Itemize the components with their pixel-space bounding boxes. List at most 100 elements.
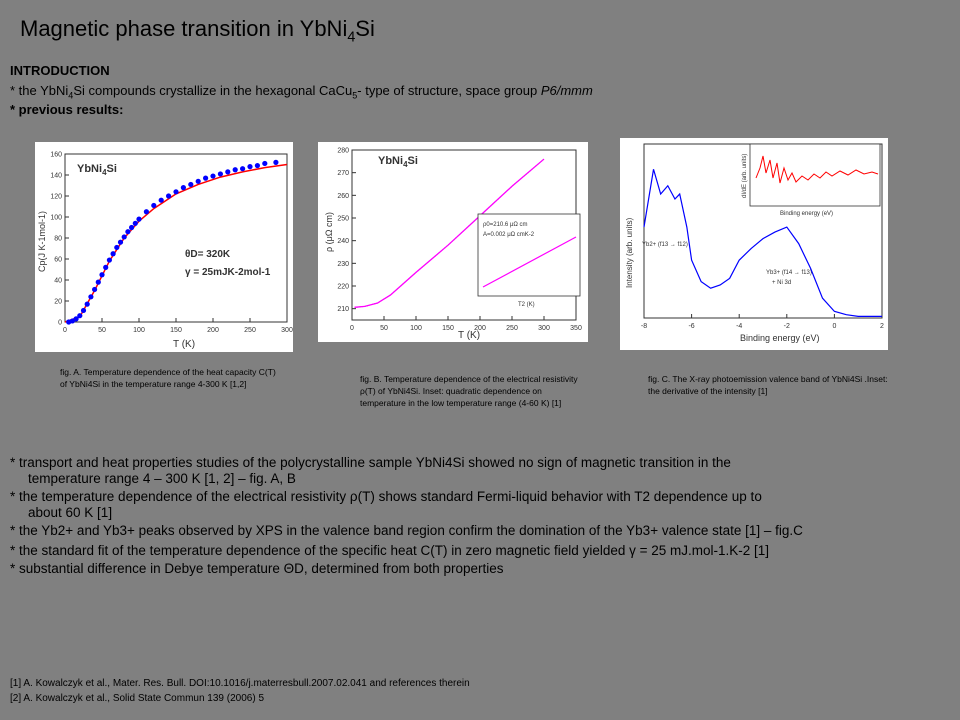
figure-a-point bbox=[132, 220, 138, 226]
figure-a-point bbox=[180, 185, 186, 191]
figure-a-ylabel: Cp(J K-1mol-1) bbox=[37, 211, 47, 272]
figure-a-point bbox=[173, 189, 179, 195]
figure-a-point bbox=[166, 193, 172, 199]
figure-b-ytick-label: 270 bbox=[337, 170, 349, 177]
figure-b-ytick-label: 240 bbox=[337, 238, 349, 245]
figure-c-xtick-label: 2 bbox=[880, 323, 884, 330]
figure-b-chart: YbNi4Si T (K) ρ (μΩ cm) 0 50 100 150 200 250 3… bbox=[324, 148, 582, 342]
figure-b-xtick-label: 300 bbox=[538, 325, 550, 332]
reference-2: [2] A. Kowalczyk et al., Solid State Com… bbox=[10, 693, 265, 704]
intro-heading: INTRODUCTION bbox=[10, 63, 110, 78]
figure-b-inset-xlabel: T2 (K) bbox=[518, 302, 535, 308]
figure-a-point bbox=[136, 216, 142, 222]
figure-b-ytick-label: 220 bbox=[337, 284, 349, 291]
figure-a-point bbox=[210, 173, 216, 179]
bullet-specific-heat: * the standard fit of the temperature de… bbox=[10, 543, 770, 558]
figure-a-point bbox=[262, 160, 268, 167]
intro-line-previous: * previous results: bbox=[10, 102, 124, 117]
figure-a-point bbox=[117, 239, 124, 245]
figure-c-xtick-label: -2 bbox=[784, 323, 790, 330]
figure-b-xtick-label: 200 bbox=[474, 325, 486, 332]
figure-a-point bbox=[92, 286, 98, 293]
figure-b-panel: YbNi4Si T (K) ρ (μΩ cm) 0 50 100 150 200 250 3… bbox=[318, 142, 588, 342]
figure-b-xtick-label: 150 bbox=[442, 325, 454, 332]
figure-a-point bbox=[84, 301, 90, 307]
bullet-debye: * substantial difference in Debye temper… bbox=[10, 561, 504, 576]
figure-a-frame bbox=[64, 153, 288, 323]
figure-a-xtick-label: 300 bbox=[281, 327, 293, 334]
figure-a-xlabel: T (K) bbox=[173, 339, 195, 350]
figure-b-inset-text2: A=0.002 μΩ cmK-2 bbox=[483, 232, 535, 238]
figure-a-point bbox=[143, 209, 149, 215]
figure-b-xlabel: T (K) bbox=[458, 330, 480, 341]
intro-line-structure: * the YbNi4Si compounds crystallize in t… bbox=[10, 83, 593, 101]
figure-b-xtick-label: 250 bbox=[506, 325, 518, 332]
figure-a-point bbox=[217, 171, 223, 177]
figure-a-point bbox=[225, 169, 231, 175]
bullet-transport: * transport and heat properties studies … bbox=[10, 455, 731, 486]
figure-c-ylabel: Intensity (arb. units) bbox=[625, 217, 634, 288]
bullet-xps: * the Yb2+ and Yb3+ peaks observed by XP… bbox=[10, 523, 803, 538]
figure-a-ytick-label: 40 bbox=[54, 278, 62, 285]
figure-a-ytick-label: 120 bbox=[50, 194, 62, 201]
figure-a-point bbox=[77, 313, 83, 319]
figure-a-fit-line bbox=[64, 163, 288, 323]
figure-a-ytick-label: 0 bbox=[58, 320, 62, 327]
figure-c-chart: Yb2+ (f13 → f12) Yb3+ (f14 → f13) + Ni 3… bbox=[625, 143, 884, 343]
figure-a-ytick-label: 100 bbox=[50, 215, 62, 222]
figure-a-ytick-label: 20 bbox=[54, 299, 62, 306]
figure-c-xlabel: Binding energy (eV) bbox=[740, 333, 820, 343]
figure-a-point bbox=[129, 224, 135, 231]
figure-c-inset-series bbox=[755, 155, 879, 184]
figure-b-inset bbox=[477, 213, 581, 297]
figure-a-ann2: γ = 25mJK-2mol-1 bbox=[185, 267, 271, 278]
figure-a-point bbox=[80, 307, 87, 314]
figure-b-xtick-label: 350 bbox=[570, 325, 582, 332]
figure-a-ann1: θD= 320K bbox=[185, 249, 231, 260]
figure-a-ytick-label: 80 bbox=[54, 236, 62, 243]
reference-1: [1] A. Kowalczyk et al., Mater. Res. Bul… bbox=[10, 678, 470, 689]
figure-a-point bbox=[121, 234, 127, 240]
figure-c-xtick-label: -6 bbox=[688, 323, 694, 330]
figure-a-point bbox=[203, 175, 209, 181]
figure-a-point bbox=[88, 294, 94, 300]
figure-a-point bbox=[195, 178, 201, 184]
figure-a-point bbox=[151, 202, 157, 209]
figure-b-inset-text1: ρ0=210.6 μΩ cm bbox=[483, 222, 528, 228]
figure-a-point bbox=[254, 162, 260, 169]
figure-a-label: YbNi4Si bbox=[77, 163, 117, 177]
figure-c-xtick-label: -8 bbox=[641, 323, 647, 330]
figure-b-ylabel: ρ (μΩ cm) bbox=[324, 212, 334, 252]
figure-a-ytick-label: 60 bbox=[54, 257, 62, 264]
figure-c-ann1: Yb2+ (f13 → f12) bbox=[642, 242, 688, 248]
figure-a-panel: YbNi4Si θD= 320K γ = 25mJK-2mol-1 T (K) … bbox=[35, 142, 293, 352]
figure-a-ytick-label: 160 bbox=[50, 152, 62, 159]
figure-c-xtick-label: 0 bbox=[832, 323, 836, 330]
figure-a-point bbox=[188, 181, 194, 188]
bullet-resistivity: * the temperature dependence of the elec… bbox=[10, 489, 762, 520]
figure-a-point bbox=[158, 197, 164, 203]
figure-a-xtick-label: 150 bbox=[170, 327, 182, 334]
figure-a-xtick-label: 0 bbox=[63, 327, 67, 334]
figure-b-xtick-label: 0 bbox=[350, 325, 354, 332]
figure-b-caption: fig. B. Temperature dependence of the el… bbox=[360, 374, 578, 408]
figure-a-point bbox=[125, 229, 131, 235]
figure-a-point bbox=[273, 159, 279, 165]
figure-c-ann3: + Ni 3d bbox=[772, 280, 791, 286]
figure-b-xtick-label: 50 bbox=[380, 325, 388, 332]
figure-a-point bbox=[99, 272, 105, 278]
figure-a-xtick-label: 250 bbox=[244, 327, 256, 334]
figure-a-point bbox=[247, 164, 253, 170]
figure-a-ytick-label: 140 bbox=[50, 173, 62, 180]
figure-a-caption: fig. A. Temperature dependence of the he… bbox=[60, 367, 276, 389]
figure-c-xtick-label: -4 bbox=[736, 323, 742, 330]
figure-b-label: YbNi4Si bbox=[378, 155, 418, 169]
figure-a-point bbox=[106, 257, 112, 263]
figure-b-ytick-label: 230 bbox=[337, 261, 349, 268]
figure-b-ytick-label: 250 bbox=[337, 216, 349, 223]
page-title: Magnetic phase transition in YbNi4Si bbox=[20, 16, 375, 46]
figure-b-inset-fit bbox=[482, 236, 577, 288]
figure-a-xtick-label: 100 bbox=[133, 327, 145, 334]
figure-a-point bbox=[73, 316, 79, 322]
figure-a-point bbox=[103, 264, 109, 270]
